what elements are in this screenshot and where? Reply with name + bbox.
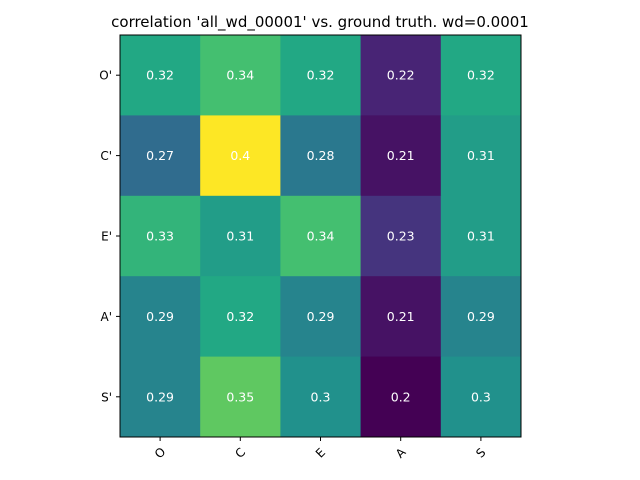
heatmap-cell-c-prime-s bbox=[440, 115, 522, 197]
cell-value-label: 0.29 bbox=[307, 309, 335, 324]
heatmap-cell-o-prime-a bbox=[360, 35, 442, 116]
heatmap-cell-a-prime-o bbox=[120, 276, 201, 358]
heatmap-cell-c-prime-c bbox=[200, 115, 281, 197]
cell-value-label: 0.4 bbox=[230, 148, 250, 163]
cell-value-label: 0.3 bbox=[311, 389, 331, 404]
y-tick-label-a-prime: A' bbox=[100, 310, 112, 324]
y-tick-label-s-prime: S' bbox=[101, 390, 112, 404]
cell-value-label: 0.35 bbox=[226, 389, 254, 404]
cell-value-label: 0.31 bbox=[467, 229, 495, 244]
cell-value-label: 0.21 bbox=[387, 148, 415, 163]
heatmap-cell-o-prime-o bbox=[120, 35, 201, 116]
cell-value-label: 0.31 bbox=[226, 229, 254, 244]
cell-value-label: 0.32 bbox=[226, 309, 254, 324]
cell-value-label: 0.32 bbox=[146, 68, 174, 83]
y-axis-ticks: O' C' E' A' S' bbox=[99, 69, 120, 404]
heatmap-cell-o-prime-e bbox=[280, 35, 362, 116]
heatmap-cell-e-prime-e bbox=[280, 195, 362, 277]
heatmap-cell-s-prime-s bbox=[440, 356, 522, 438]
cell-value-label: 0.27 bbox=[146, 148, 174, 163]
cell-value-label: 0.29 bbox=[467, 309, 495, 324]
cell-value-label: 0.33 bbox=[146, 229, 174, 244]
heatmap-cell-e-prime-o bbox=[120, 195, 201, 277]
cell-value-label: 0.32 bbox=[307, 68, 335, 83]
x-tick-label-o: O bbox=[152, 445, 169, 462]
heatmap-cell-e-prime-c bbox=[200, 195, 281, 277]
y-tick-label-o-prime: O' bbox=[99, 69, 112, 83]
cell-value-label: 0.28 bbox=[307, 148, 335, 163]
heatmap-cell-a-prime-a bbox=[360, 276, 442, 358]
cell-value-label: 0.21 bbox=[387, 309, 415, 324]
cell-value-label: 0.22 bbox=[387, 68, 415, 83]
cell-value-label: 0.29 bbox=[146, 309, 174, 324]
heatmap-cell-s-prime-e bbox=[280, 356, 362, 438]
heatmap-cell-c-prime-a bbox=[360, 115, 442, 197]
cell-value-label: 0.34 bbox=[307, 229, 335, 244]
cell-value-label: 0.29 bbox=[146, 389, 174, 404]
x-tick-label-s: S bbox=[473, 445, 488, 460]
heatmap-cell-s-prime-a bbox=[360, 356, 442, 438]
heatmap-cell-a-prime-c bbox=[200, 276, 281, 358]
x-tick-label-c: C bbox=[232, 445, 248, 461]
heatmap-cell-s-prime-o bbox=[120, 356, 201, 438]
y-tick-label-e-prime: E' bbox=[101, 230, 112, 244]
heatmap-cell-a-prime-e bbox=[280, 276, 362, 358]
heatmap-cell-o-prime-c bbox=[200, 35, 281, 116]
heatmap-cell-c-prime-o bbox=[120, 115, 201, 197]
heatmap-cell-c-prime-e bbox=[280, 115, 362, 197]
heatmap-cell-a-prime-s bbox=[440, 276, 522, 358]
x-tick-label-e: E bbox=[313, 445, 328, 460]
cell-value-label: 0.2 bbox=[391, 389, 411, 404]
cell-value-label: 0.32 bbox=[467, 68, 495, 83]
heatmap-cell-e-prime-a bbox=[360, 195, 442, 277]
heatmap-value-labels: 0.32 0.34 0.32 0.22 0.32 0.27 0.4 0.28 0.21 0.31 0… bbox=[146, 68, 495, 405]
heatmap-cell-o-prime-s bbox=[440, 35, 522, 116]
heatmap-cell-s-prime-c bbox=[200, 356, 281, 438]
heatmap-cells bbox=[120, 35, 522, 438]
cell-value-label: 0.34 bbox=[226, 68, 254, 83]
cell-value-label: 0.23 bbox=[387, 229, 415, 244]
y-tick-label-c-prime: C' bbox=[100, 149, 112, 163]
cell-value-label: 0.3 bbox=[471, 389, 491, 404]
chart-title: correlation 'all_wd_00001' vs. ground tr… bbox=[111, 13, 529, 32]
heatmap-cell-e-prime-s bbox=[440, 195, 522, 277]
cell-value-label: 0.31 bbox=[467, 148, 495, 163]
x-tick-label-a: A bbox=[393, 445, 409, 461]
